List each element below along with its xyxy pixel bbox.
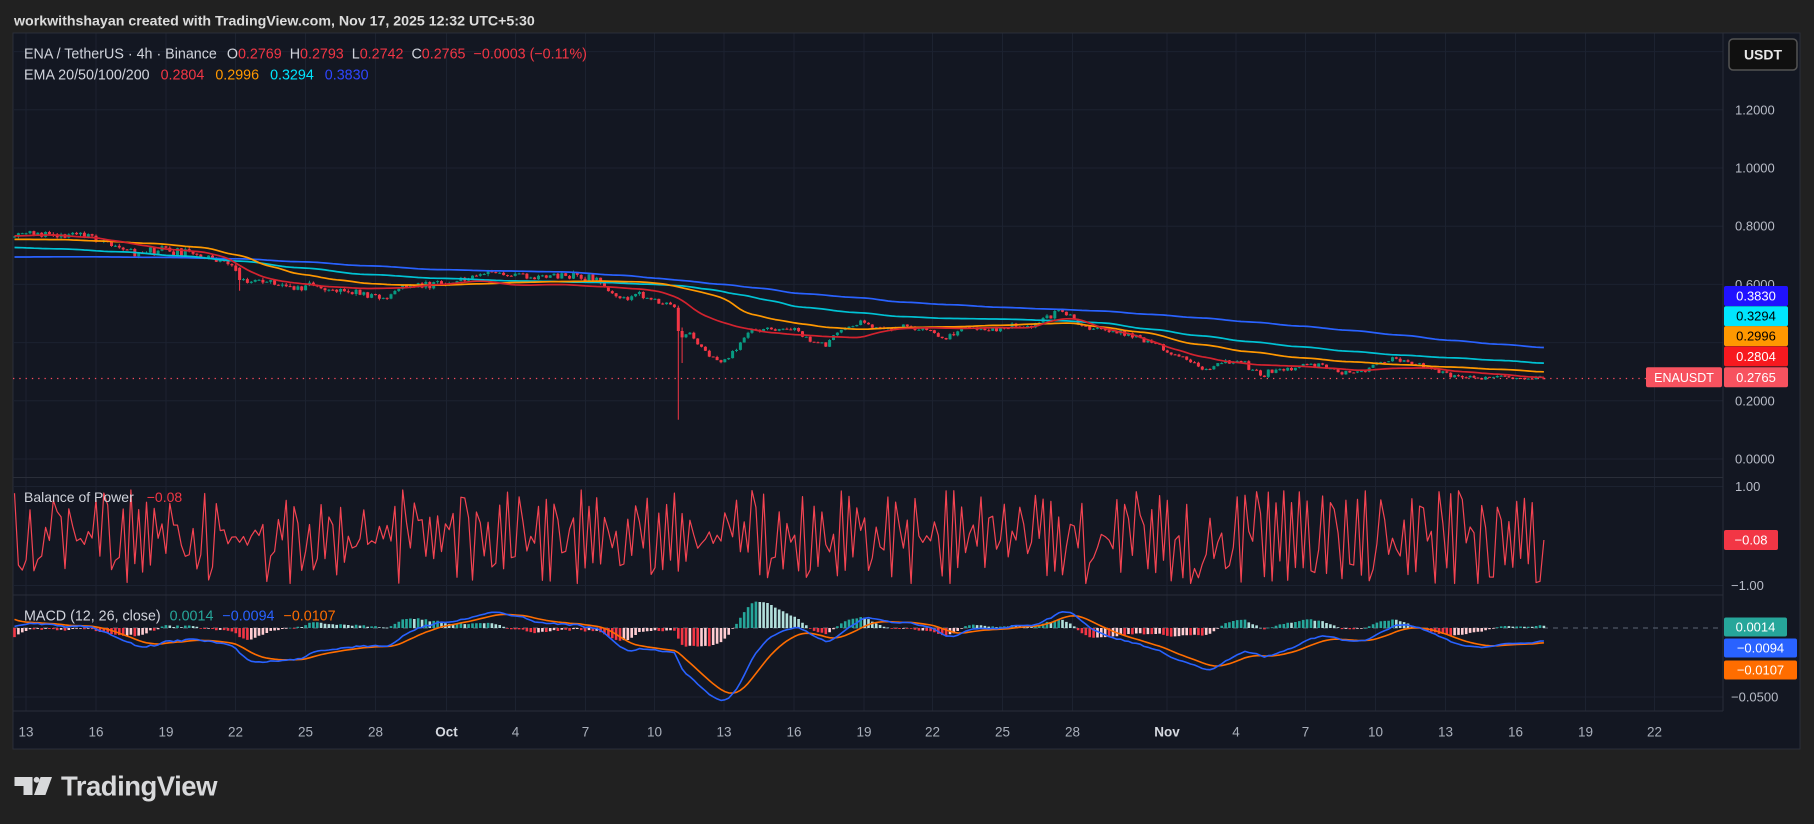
svg-text:7: 7 [582,725,590,740]
svg-text:4: 4 [1232,725,1240,740]
svg-text:0.3294: 0.3294 [1736,309,1776,324]
svg-text:Balance of Power−0.08: Balance of Power −0.08 [24,489,182,505]
svg-text:28: 28 [368,725,383,740]
svg-text:1.00: 1.00 [1735,479,1760,494]
svg-text:ENAUSDT: ENAUSDT [1654,371,1714,385]
svg-text:22: 22 [1647,725,1662,740]
svg-text:0.2804: 0.2804 [1736,349,1776,364]
svg-text:13: 13 [1438,725,1453,740]
svg-text:−1.00: −1.00 [1731,578,1764,593]
svg-text:28: 28 [1065,725,1080,740]
svg-text:0.3830: 0.3830 [1736,289,1776,304]
svg-text:22: 22 [925,725,940,740]
svg-text:Nov: Nov [1154,725,1180,740]
svg-text:16: 16 [786,725,801,740]
svg-text:MACD (12, 26, close)0.0014−0.0: MACD (12, 26, close) 0.0014 −0.0094 −0.0107 [24,609,336,625]
svg-text:1.2000: 1.2000 [1735,102,1775,117]
svg-text:25: 25 [298,725,313,740]
svg-text:16: 16 [88,725,103,740]
svg-text:Oct: Oct [435,725,458,740]
svg-text:0.2765: 0.2765 [1736,370,1776,385]
svg-text:19: 19 [1578,725,1593,740]
svg-text:25: 25 [995,725,1010,740]
svg-text:workwithshayan created with Tr: workwithshayan created with TradingView.… [13,14,535,30]
svg-text:22: 22 [228,725,243,740]
svg-text:16: 16 [1508,725,1523,740]
svg-text:0.0014: 0.0014 [1736,620,1776,635]
svg-text:7: 7 [1302,725,1310,740]
svg-text:TradingView: TradingView [61,771,218,802]
svg-text:19: 19 [856,725,871,740]
svg-text:USDT: USDT [1744,47,1783,63]
svg-text:−0.0094: −0.0094 [1737,641,1784,656]
svg-text:13: 13 [18,725,33,740]
svg-text:13: 13 [716,725,731,740]
svg-text:0.2000: 0.2000 [1735,393,1775,408]
svg-text:4: 4 [512,725,520,740]
svg-text:−0.0500: −0.0500 [1731,690,1778,705]
svg-text:0.8000: 0.8000 [1735,219,1775,234]
svg-text:0.0000: 0.0000 [1735,452,1775,467]
svg-text:−0.08: −0.08 [1735,533,1768,548]
svg-text:1.0000: 1.0000 [1735,161,1775,176]
svg-text:10: 10 [1368,725,1383,740]
svg-text:−0.0107: −0.0107 [1737,663,1784,678]
svg-text:19: 19 [158,725,173,740]
svg-text:0.2996: 0.2996 [1736,329,1776,344]
svg-text:10: 10 [647,725,662,740]
